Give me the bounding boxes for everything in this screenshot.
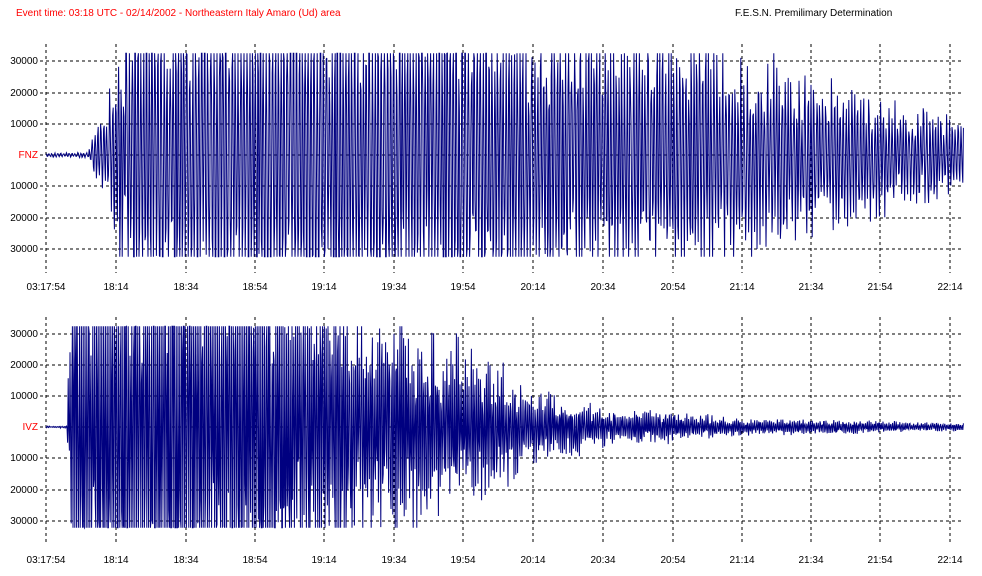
x-tick-label: 20:54	[660, 282, 685, 293]
y-tick-label: 10000	[10, 181, 38, 192]
x-tick-label: 19:14	[311, 282, 336, 293]
x-tick-label: 03:17:54	[27, 282, 66, 293]
x-tick-label: 18:34	[173, 282, 198, 293]
x-tick-label: 19:54	[450, 555, 475, 566]
y-tick-label: 30000	[10, 516, 38, 527]
x-tick-label: 21:14	[729, 282, 754, 293]
y-tick-label: 20000	[10, 485, 38, 496]
x-tick-label: 19:34	[381, 282, 406, 293]
x-tick-label: 18:34	[173, 555, 198, 566]
x-tick-label: 19:14	[311, 555, 336, 566]
x-tick-label: 18:14	[103, 555, 128, 566]
x-tick-label: 20:14	[520, 282, 545, 293]
x-tick-label: 21:54	[867, 555, 892, 566]
y-tick-label: 10000	[10, 119, 38, 130]
x-tick-label: 20:54	[660, 555, 685, 566]
event-title: Event time: 03:18 UTC - 02/14/2002 - Nor…	[16, 8, 341, 19]
waveform-trace	[45, 325, 964, 530]
x-tick-label: 19:34	[381, 555, 406, 566]
ivz-panel: 30000 20000 10000 IVZ 10000 20000 30000 03:17:5…	[10, 317, 964, 566]
x-tick-label: 18:54	[242, 282, 267, 293]
y-tick-label: 30000	[10, 56, 38, 67]
y-tick-label: 30000	[10, 244, 38, 255]
x-tick-label: 20:14	[520, 555, 545, 566]
x-tick-label: 19:54	[450, 282, 475, 293]
y-tick-label: 10000	[10, 453, 38, 464]
y-tick-label: 20000	[10, 213, 38, 224]
x-tick-label: 21:34	[798, 282, 823, 293]
x-tick-label: 22:14	[937, 555, 962, 566]
x-tick-label: 22:14	[937, 282, 962, 293]
x-tick-label: 21:34	[798, 555, 823, 566]
x-tick-label: 18:54	[242, 555, 267, 566]
y-tick-label: 20000	[10, 360, 38, 371]
source-note: F.E.S.N. Premilimary Determination	[735, 8, 893, 19]
x-tick-label: 21:14	[729, 555, 754, 566]
x-tick-label: 21:54	[867, 282, 892, 293]
x-tick-label: 18:14	[103, 282, 128, 293]
y-tick-label: 30000	[10, 329, 38, 340]
y-tick-label: 10000	[10, 391, 38, 402]
waveform-trace	[45, 52, 964, 258]
x-tick-label: 20:34	[590, 282, 615, 293]
y-tick-label: 20000	[10, 88, 38, 99]
channel-label: IVZ	[22, 422, 38, 433]
fnz-panel: 30000 20000 10000 FNZ 10000 20000 30000 03:17:5…	[10, 44, 964, 293]
channel-label: FNZ	[19, 150, 38, 161]
x-tick-label: 03:17:54	[27, 555, 66, 566]
x-tick-label: 20:34	[590, 555, 615, 566]
